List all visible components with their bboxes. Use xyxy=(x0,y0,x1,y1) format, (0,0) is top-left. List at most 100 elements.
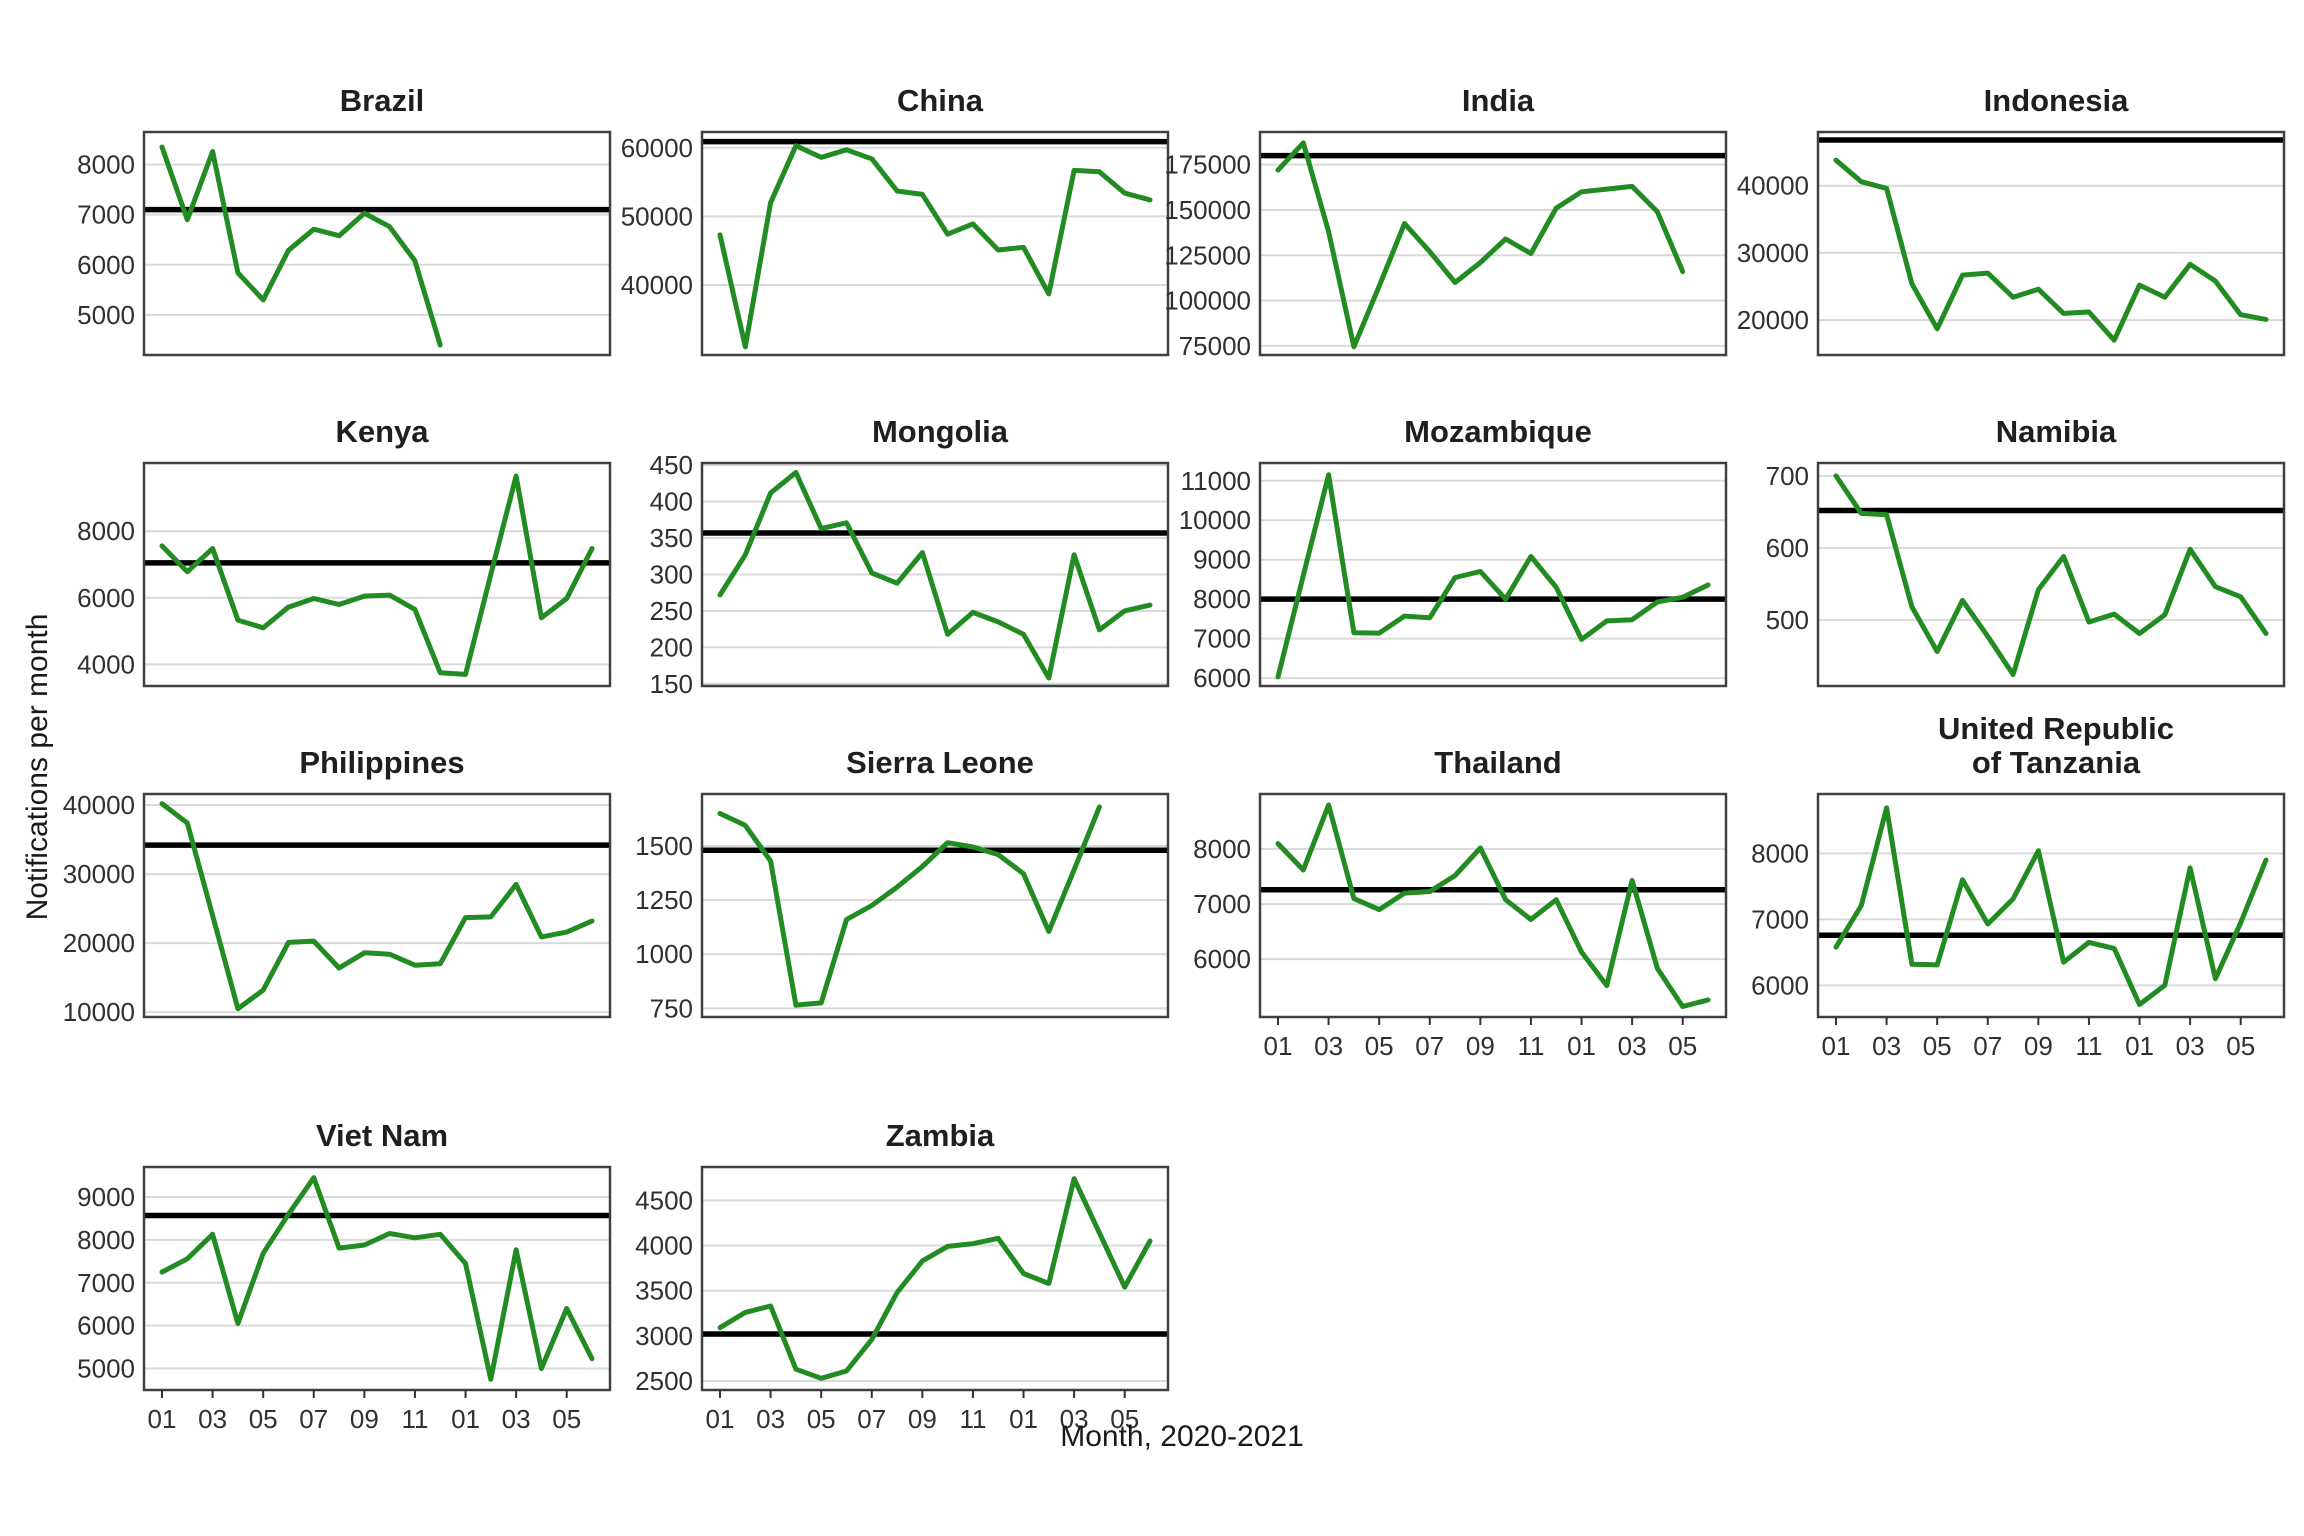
facet-thailand: Thailand 6000 7000 8000 01 03 05 07 09 11 01 03 05 xyxy=(1178,712,1736,1069)
facet-namibia: Namibia 500 600 700 xyxy=(1736,381,2294,696)
panel-border xyxy=(1258,130,1728,357)
notifications-line xyxy=(159,473,595,677)
y-tick-label: 300 xyxy=(650,560,693,590)
panel-border xyxy=(1816,130,2286,357)
facet-title-zambia: Zambia xyxy=(885,1117,995,1153)
x-tick-label: 09 xyxy=(908,1404,937,1434)
notifications-line xyxy=(1833,473,2269,677)
y-axis-title: Notifications per month xyxy=(21,613,54,921)
panel-border xyxy=(1258,792,1728,1019)
facet-title-namibia: Namibia xyxy=(1995,413,2117,449)
notifications-line xyxy=(1833,157,2269,343)
panel-border xyxy=(700,1165,1170,1392)
y-tick-label: 11000 xyxy=(1181,466,1251,496)
y-tick-label: 30000 xyxy=(1737,238,1809,268)
y-tick-label: 5000 xyxy=(77,1354,135,1384)
facet-title-sierra-leone: Sierra Leone xyxy=(846,744,1034,780)
y-tick-label: 6000 xyxy=(1751,970,1809,1000)
y-tick-label: 750 xyxy=(650,993,693,1023)
x-axis-title: Month, 2020-2021 xyxy=(1060,1420,1304,1453)
facet-title-kenya: Kenya xyxy=(335,413,429,449)
y-tick-label: 7000 xyxy=(1751,904,1809,934)
facet-plot-sierra-leone: 750 1000 1250 1500 xyxy=(635,792,1170,1023)
facet-plot-indonesia: 20000 30000 40000 xyxy=(1737,130,2286,357)
x-tick-label: 05 xyxy=(552,1404,581,1434)
panel-border xyxy=(1816,461,2286,688)
y-tick-label: 2500 xyxy=(635,1366,693,1396)
facet-plot-thailand: 6000 7000 8000 01 03 05 07 09 11 01 03 05 xyxy=(1193,792,1728,1061)
panel-border xyxy=(142,1165,612,1392)
x-tick-label: 01 xyxy=(1822,1031,1851,1061)
y-tick-label: 3500 xyxy=(635,1276,693,1306)
y-tick-label: 250 xyxy=(650,596,693,626)
panel-border xyxy=(1816,792,2286,1019)
x-tick-label: 07 xyxy=(299,1404,328,1434)
facet-mongolia: Mongolia 150 200 250 300 350 400 450 xyxy=(620,381,1178,699)
y-tick-label: 175000 xyxy=(1164,150,1251,180)
y-tick-label: 7000 xyxy=(77,1268,135,1298)
notifications-line xyxy=(717,1176,1153,1381)
facet-indonesia: Indonesia 20000 30000 40000 xyxy=(1736,50,2294,365)
y-tick-label: 3000 xyxy=(635,1321,693,1351)
x-tick-label: 05 xyxy=(1365,1031,1394,1061)
y-tick-label: 4000 xyxy=(635,1231,693,1261)
y-tick-label: 20000 xyxy=(1737,305,1809,335)
y-tick-label: 1250 xyxy=(635,885,693,915)
y-tick-label: 700 xyxy=(1766,461,1809,491)
facet-title-philippines: Philippines xyxy=(299,744,465,780)
y-tick-label: 5000 xyxy=(77,300,135,330)
y-tick-label: 8000 xyxy=(77,516,135,546)
x-tick-label: 07 xyxy=(857,1404,886,1434)
y-tick-label: 40000 xyxy=(1737,171,1809,201)
x-tick-label: 05 xyxy=(2226,1031,2255,1061)
y-tick-label: 10000 xyxy=(1179,505,1251,535)
y-tick-label: 1000 xyxy=(635,939,693,969)
panel-border xyxy=(700,792,1170,1019)
notifications-line xyxy=(159,801,595,1012)
notifications-line xyxy=(159,1175,595,1382)
notifications-line xyxy=(159,144,443,348)
facet-plot-philippines: 10000 20000 30000 40000 xyxy=(63,790,612,1027)
y-tick-label: 60000 xyxy=(621,133,693,163)
facet-plot-namibia: 500 600 700 xyxy=(1766,461,2286,688)
facet-plot-brazil: 5000 6000 7000 8000 xyxy=(77,130,612,357)
y-tick-label: 30000 xyxy=(63,859,135,889)
facet-brazil: Brazil 5000 6000 7000 8000 xyxy=(62,50,620,365)
x-tick-label: 11 xyxy=(959,1404,986,1434)
y-tick-label: 10000 xyxy=(63,997,135,1027)
facet-china: China 40000 50000 60000 xyxy=(620,50,1178,365)
y-tick-label: 1500 xyxy=(635,831,693,861)
facet-plot-mongolia: 150 200 250 300 350 400 450 xyxy=(650,450,1170,699)
facet-title-united-republic-of-tanzania: United Republic of Tanzania xyxy=(1938,711,2174,780)
facet-title-india: India xyxy=(1461,82,1535,118)
y-tick-label: 7000 xyxy=(77,200,135,230)
x-tick-label: 09 xyxy=(2024,1031,2053,1061)
y-tick-label: 500 xyxy=(1766,605,1809,635)
facet-plot-zambia: 2500 3000 3500 4000 4500 01 03 05 07 09 11 01 03 05 xyxy=(635,1165,1170,1434)
x-tick-label: 05 xyxy=(1923,1031,1952,1061)
y-tick-label: 8000 xyxy=(1751,838,1809,868)
y-tick-label: 4500 xyxy=(635,1185,693,1215)
x-tick-label: 03 xyxy=(1060,1404,1089,1434)
y-tick-label: 150000 xyxy=(1164,195,1251,225)
notifications-line xyxy=(717,804,1102,1008)
panel-border xyxy=(142,130,612,357)
x-tick-label: 11 xyxy=(2075,1031,2102,1061)
x-tick-label: 05 xyxy=(249,1404,278,1434)
facet-kenya: Kenya 4000 6000 8000 xyxy=(62,381,620,696)
x-tick-label: 03 xyxy=(1618,1031,1647,1061)
y-tick-label: 6000 xyxy=(77,250,135,280)
notifications-line xyxy=(717,143,1153,350)
y-tick-label: 350 xyxy=(650,523,693,553)
notifications-line xyxy=(717,470,1153,681)
facet-title-brazil: Brazil xyxy=(339,82,425,118)
facet-mozambique: Mozambique 6000 7000 8000 9000 10000 11000 xyxy=(1178,381,1736,696)
y-tick-label: 20000 xyxy=(63,928,135,958)
x-tick-label: 03 xyxy=(756,1404,785,1434)
x-tick-label: 01 xyxy=(1567,1031,1596,1061)
facet-plot-united-republic-of-tanzania: 6000 7000 8000 01 03 05 07 09 11 01 03 05 xyxy=(1751,792,2286,1061)
facet-title-indonesia: Indonesia xyxy=(1983,82,2129,118)
notifications-line xyxy=(1275,140,1686,350)
facet-zambia: Zambia 2500 3000 3500 4000 4500 01 03 05 07 09 11 01… xyxy=(620,1085,1178,1442)
